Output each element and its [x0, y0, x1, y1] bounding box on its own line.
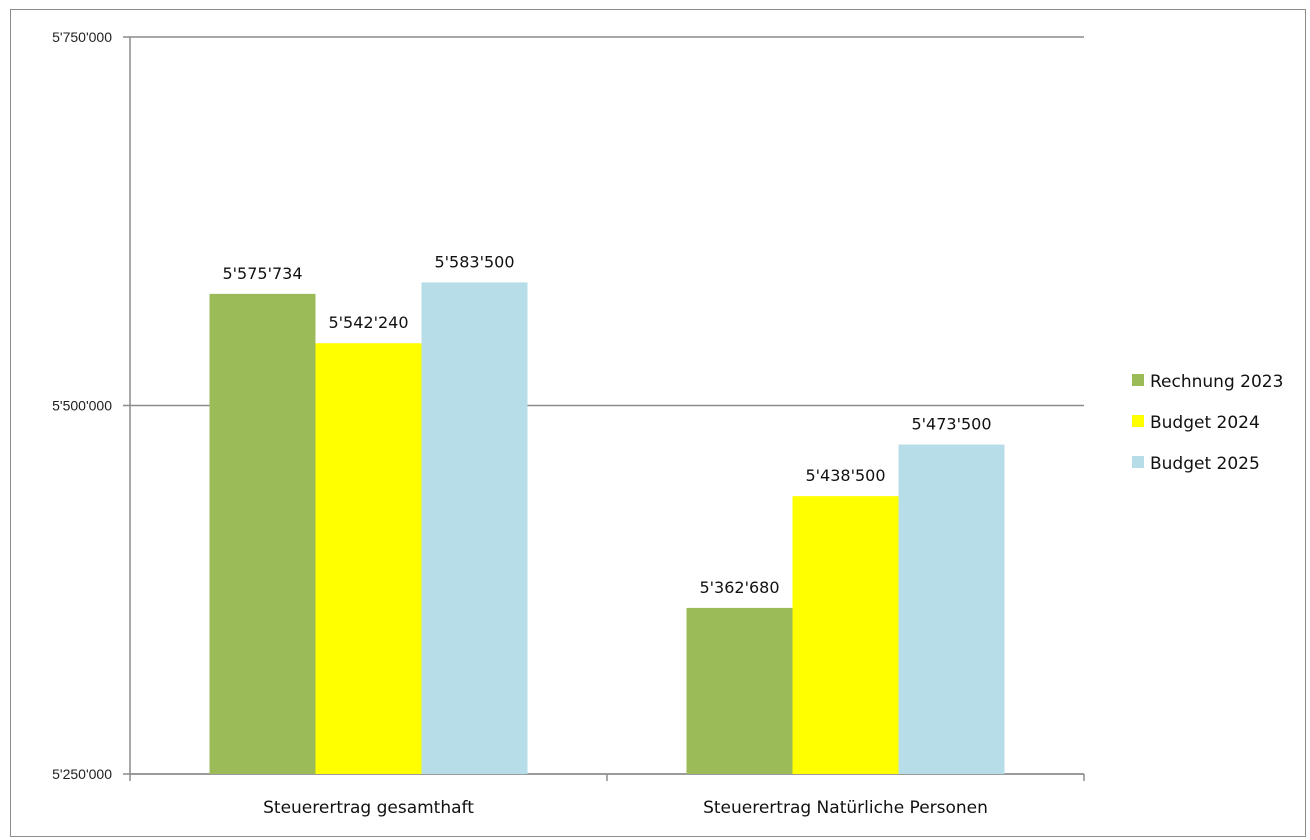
y-tick-label: 5'250'000 — [52, 766, 112, 782]
legend-label: Budget 2025 — [1150, 454, 1260, 474]
category-label: Steuerertrag Natürliche Personen — [703, 798, 988, 818]
bar — [686, 607, 793, 774]
bar — [898, 444, 1005, 774]
data-label: 5'362'680 — [699, 578, 779, 597]
legend-swatch — [1132, 415, 1144, 427]
bar — [209, 293, 316, 774]
y-tick-label: 5'750'000 — [52, 29, 112, 45]
legend-swatch — [1132, 374, 1144, 386]
legend-label: Budget 2024 — [1150, 413, 1260, 433]
data-label: 5'575'734 — [222, 264, 302, 283]
bar — [792, 496, 899, 774]
category-label: Steuerertrag gesamthaft — [263, 798, 474, 818]
data-label: 5'473'500 — [911, 415, 991, 434]
data-label: 5'583'500 — [434, 252, 514, 271]
data-label: 5'438'500 — [805, 466, 885, 485]
y-tick-label: 5'500'000 — [52, 398, 112, 414]
legend-swatch — [1132, 456, 1144, 468]
bar — [315, 343, 422, 774]
legend-label: Rechnung 2023 — [1150, 372, 1283, 392]
data-label: 5'542'240 — [328, 313, 408, 332]
bar — [421, 282, 528, 774]
